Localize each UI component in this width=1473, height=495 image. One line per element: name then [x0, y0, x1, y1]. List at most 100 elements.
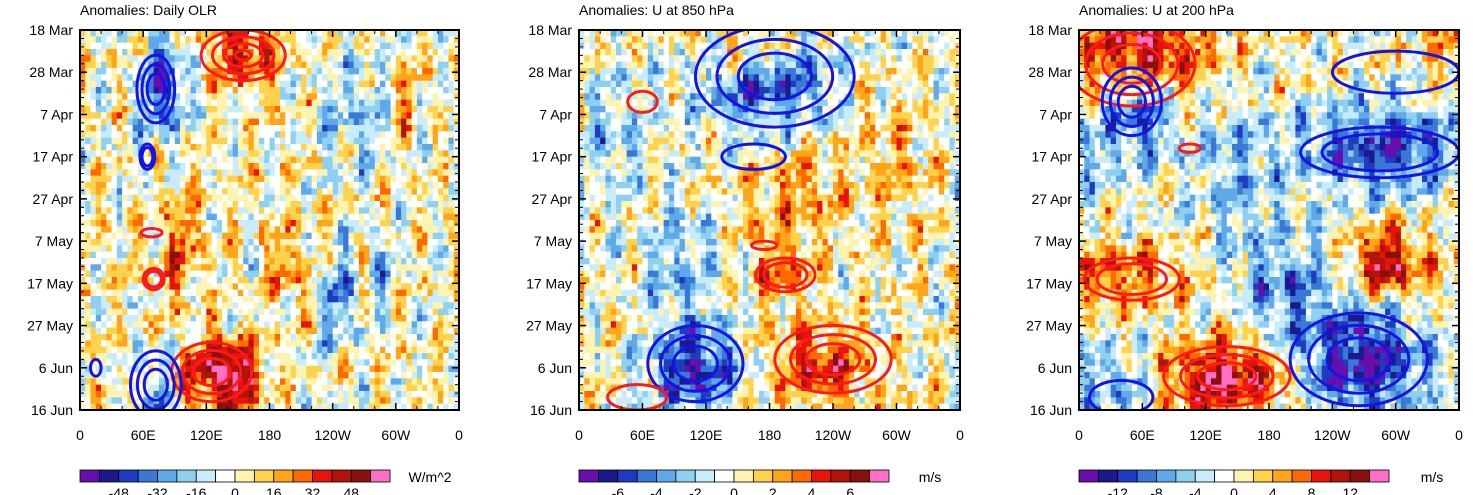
field-cell	[411, 137, 418, 145]
field-cell	[185, 74, 192, 82]
field-cell	[432, 384, 439, 392]
field-cell	[280, 55, 286, 63]
field-cell	[427, 150, 434, 158]
field-cell	[180, 296, 186, 303]
field-cell	[106, 169, 113, 177]
field-cell	[343, 239, 350, 246]
field-cell	[122, 289, 128, 297]
field-cell	[227, 125, 234, 132]
field-cell	[85, 302, 92, 310]
field-cell	[427, 201, 434, 208]
field-cell	[180, 61, 186, 69]
field-cell	[838, 36, 845, 44]
field-cell	[374, 42, 381, 50]
field-cell	[311, 49, 318, 56]
field-cell	[322, 359, 328, 367]
field-cell	[369, 213, 376, 221]
field-cell	[290, 353, 297, 360]
field-cell	[437, 327, 444, 335]
field-cell	[416, 194, 423, 202]
field-cell	[416, 239, 423, 246]
field-cell	[211, 264, 218, 272]
field-cell	[232, 118, 239, 126]
field-cell	[153, 201, 160, 208]
field-cell	[169, 30, 176, 37]
field-cell	[301, 353, 307, 360]
field-cell	[322, 169, 328, 177]
field-cell	[164, 49, 171, 56]
field-cell	[327, 213, 334, 221]
field-cell	[343, 156, 350, 164]
field-cell	[353, 150, 360, 158]
field-cell	[416, 93, 423, 101]
field-cell	[311, 283, 318, 291]
field-cell	[269, 321, 276, 329]
field-cell	[180, 36, 186, 44]
field-cell	[306, 156, 313, 164]
field-cell	[132, 112, 139, 120]
field-cell	[416, 213, 423, 221]
field-cell	[358, 391, 365, 398]
field-cell	[443, 232, 450, 240]
field-cell	[143, 220, 150, 227]
field-cell	[432, 391, 439, 398]
field-cell	[258, 308, 265, 316]
colorbar-swatch	[215, 469, 236, 483]
field-cell	[385, 308, 392, 316]
field-cell	[201, 156, 207, 164]
field-cell	[443, 99, 450, 107]
field-cell	[143, 175, 150, 183]
field-cell	[427, 36, 434, 44]
field-cell	[353, 131, 360, 139]
field-cell	[143, 378, 150, 386]
field-cell	[416, 74, 423, 82]
field-cell	[295, 163, 302, 170]
field-cell	[80, 340, 86, 348]
field-cell	[684, 68, 691, 75]
field-cell	[264, 245, 271, 253]
field-cell	[122, 403, 128, 410]
field-cell	[306, 239, 313, 246]
field-cell	[917, 61, 924, 69]
field-cell	[416, 118, 423, 126]
field-cell	[132, 251, 139, 259]
field-cell	[443, 93, 450, 101]
field-cell	[311, 150, 318, 158]
field-cell	[137, 213, 144, 221]
field-cell	[190, 150, 197, 158]
field-cell	[164, 220, 171, 227]
field-cell	[237, 378, 244, 386]
field-cell	[143, 397, 150, 405]
field-cell	[201, 378, 207, 386]
field-cell	[301, 226, 307, 234]
field-cell	[327, 93, 334, 101]
field-cell	[285, 232, 292, 240]
field-cell	[928, 30, 935, 37]
field-cell	[295, 334, 302, 341]
field-cell	[174, 112, 181, 120]
field-cell	[101, 30, 107, 37]
field-cell	[237, 36, 244, 44]
field-cell	[374, 315, 381, 322]
field-cell	[243, 283, 250, 291]
field-cell	[106, 125, 113, 132]
field-cell	[264, 213, 271, 221]
field-cell	[395, 163, 402, 170]
field-cell	[306, 144, 313, 151]
field-cell	[453, 340, 459, 348]
field-cell	[80, 372, 86, 379]
field-cell	[364, 169, 371, 177]
field-cell	[327, 264, 334, 272]
field-cell	[453, 403, 459, 410]
field-cell	[190, 182, 197, 189]
field-cell	[311, 296, 318, 303]
field-cell	[222, 150, 228, 158]
field-cell	[343, 112, 350, 120]
field-cell	[127, 169, 134, 177]
field-cell	[153, 163, 160, 170]
field-cell	[195, 270, 202, 278]
field-cell	[290, 118, 297, 126]
field-cell	[227, 378, 234, 386]
field-cell	[195, 144, 202, 151]
field-cell	[453, 365, 459, 373]
